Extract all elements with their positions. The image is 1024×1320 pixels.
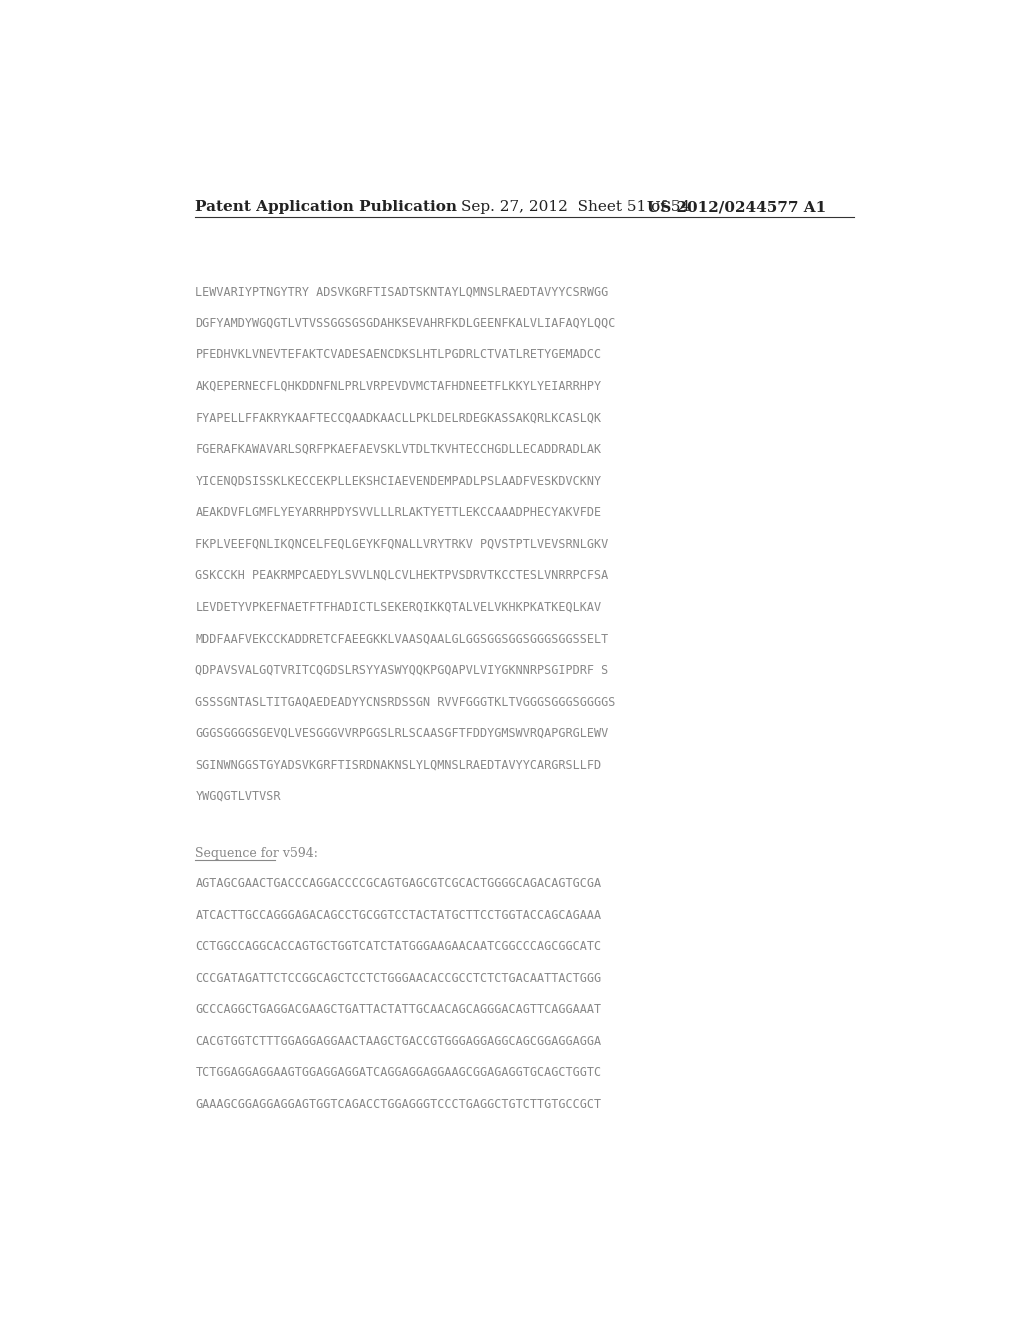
- Text: GGGSGGGGSGEVQLVESGGGVVRPGGSLRLSCAASGFTFDDYGMSWVRQAPGRGLEWV: GGGSGGGGSGEVQLVESGGGVVRPGGSLRLSCAASGFTFD…: [196, 726, 608, 739]
- Text: CCCGATAGATTCTCCGGCAGCTCCTCTGGGAACACCGCCTCTCTGACAATTACTGGG: CCCGATAGATTCTCCGGCAGCTCCTCTGGGAACACCGCCT…: [196, 972, 601, 985]
- Text: CACGTGGTCTTTGGAGGAGGAACTAAGCTGACCGTGGGAGGAGGCAGCGGAGGAGGA: CACGTGGTCTTTGGAGGAGGAACTAAGCTGACCGTGGGAG…: [196, 1035, 601, 1048]
- Text: AKQEPERNECFLQHKDDNFNLPRLVRPEVDVMCTAFHDNEETFLKKYLYEIARRHPY: AKQEPERNECFLQHKDDNFNLPRLVRPEVDVMCTAFHDNE…: [196, 380, 601, 393]
- Text: LEWVARIYPTNGYTRY ADSVKGRFTISADTSKNTAYLQMNSLRAEDTAVYYCSRWGG: LEWVARIYPTNGYTRY ADSVKGRFTISADTSKNTAYLQM…: [196, 285, 608, 298]
- Text: QDPAVSVALGQTVRITCQGDSLRSYYASWYQQKPGQAPVLVIYGKNNRPSGIPDRF S: QDPAVSVALGQTVRITCQGDSLRSYYASWYQQKPGQAPVL…: [196, 664, 608, 677]
- Text: CCTGGCCAGGCACCAGTGCTGGTCATCTATGGGAAGAACAATCGGCCCAGCGGCATC: CCTGGCCAGGCACCAGTGCTGGTCATCTATGGGAAGAACA…: [196, 940, 601, 953]
- Text: YWGQGTLVTVSR: YWGQGTLVTVSR: [196, 789, 281, 803]
- Text: GAAAGCGGAGGAGGAGTGGTCAGACCTGGAGGGTCCCTGAGGCTGTCTTGTGCCGCT: GAAAGCGGAGGAGGAGTGGTCAGACCTGGAGGGTCCCTGA…: [196, 1097, 601, 1110]
- Text: FGERAFKAWAVARLSQRFPKAEFAEVSKLVTDLTKVHTECCHGDLLECADDRADLAK: FGERAFKAWAVARLSQRFPKAEFAEVSKLVTDLTKVHTEC…: [196, 444, 601, 455]
- Text: AGTAGCGAACTGACCCAGGACCCCGCAGTGAGCGTCGCACTGGGGCAGACAGTGCGA: AGTAGCGAACTGACCCAGGACCCCGCAGTGAGCGTCGCAC…: [196, 876, 601, 890]
- Text: GCCCAGGCTGAGGACGAAGCTGATTACTATTGCAACAGCAGGGACAGTTCAGGAAAT: GCCCAGGCTGAGGACGAAGCTGATTACTATTGCAACAGCA…: [196, 1003, 601, 1016]
- Text: PFEDHVKLVNEVTEFAKTCVADESAENCDKSLHTLPGDRLCTVATLRETYGEMADCC: PFEDHVKLVNEVTEFAKTCVADESAENCDKSLHTLPGDRL…: [196, 348, 601, 362]
- Text: Sep. 27, 2012  Sheet 51 of 54: Sep. 27, 2012 Sheet 51 of 54: [461, 201, 690, 214]
- Text: FKPLVEEFQNLIKQNCELFEQLGEYKFQNALLVRYTRKV PQVSTPTLVEVSRNLGKV: FKPLVEEFQNLIKQNCELFEQLGEYKFQNALLVRYTRKV …: [196, 537, 608, 550]
- Text: SGINWNGGSTGYADSVKGRFTISRDNAKNSLYLQMNSLRAEDTAVYYCARGRSLLFD: SGINWNGGSTGYADSVKGRFTISRDNAKNSLYLQMNSLRA…: [196, 758, 601, 771]
- Text: TCTGGAGGAGGAAGTGGAGGAGGATCAGGAGGAGGAAGCGGAGAGGTGCAGCTGGTC: TCTGGAGGAGGAAGTGGAGGAGGATCAGGAGGAGGAAGCG…: [196, 1067, 601, 1078]
- Text: GSKCCKH PEAKRMPCAEDYLSVVLNQLCVLHEKTPVSDRVTKCCTESLVNRRPCFSA: GSKCCKH PEAKRMPCAEDYLSVVLNQLCVLHEKTPVSDR…: [196, 569, 608, 582]
- Text: Patent Application Publication: Patent Application Publication: [196, 201, 458, 214]
- Text: US 2012/0244577 A1: US 2012/0244577 A1: [647, 201, 826, 214]
- Text: DGFYAMDYWGQGTLVTVSSGGSGSGDAHKSEVAHRFKDLGEENFKALVLIAFAQYLQQC: DGFYAMDYWGQGTLVTVSSGGSGSGDAHKSEVAHRFKDLG…: [196, 317, 615, 330]
- Text: LEVDETYVPKEFNAETFTFHADICTLSEKERQIKKQTALVELVKHKPKATKEQLKAV: LEVDETYVPKEFNAETFTFHADICTLSEKERQIKKQTALV…: [196, 601, 601, 614]
- Text: Sequence for v594:: Sequence for v594:: [196, 846, 318, 859]
- Text: AEAKDVFLGMFLYEYARRHPDYSVVLLLRLAKTYETTLEKCCAAADPHECYAKVFDE: AEAKDVFLGMFLYEYARRHPDYSVVLLLRLAKTYETTLEK…: [196, 506, 601, 519]
- Text: MDDFAAFVEKCCKADDRETCFAEEGKKLVAASQAALGLGGSGGSGGSGGGSGGSSELT: MDDFAAFVEKCCKADDRETCFAEEGKKLVAASQAALGLGG…: [196, 632, 608, 645]
- Text: ATCACTTGCCAGGGAGACAGCCTGCGGTCCTACTATGCTTCCTGGTACCAGCAGAAA: ATCACTTGCCAGGGAGACAGCCTGCGGTCCTACTATGCTT…: [196, 908, 601, 921]
- Text: GSSSGNTASLTITGAQAEDEADYYCNSRDSSGN RVVFGGGTKLTVGGGSGGGSGGGGS: GSSSGNTASLTITGAQAEDEADYYCNSRDSSGN RVVFGG…: [196, 696, 615, 708]
- Text: YICENQDSISSKLKECCEKPLLEKSHCIAEVENDEMPADLPSLAADFVESKDVCKNY: YICENQDSISSKLKECCEKPLLEKSHCIAEVENDEMPADL…: [196, 474, 601, 487]
- Text: FYAPELLFFAKRYKAAFTECCQAADKAACLLPKLDELRDEGKASSAKQRLKCASLQK: FYAPELLFFAKRYKAAFTECCQAADKAACLLPKLDELRDE…: [196, 412, 601, 425]
